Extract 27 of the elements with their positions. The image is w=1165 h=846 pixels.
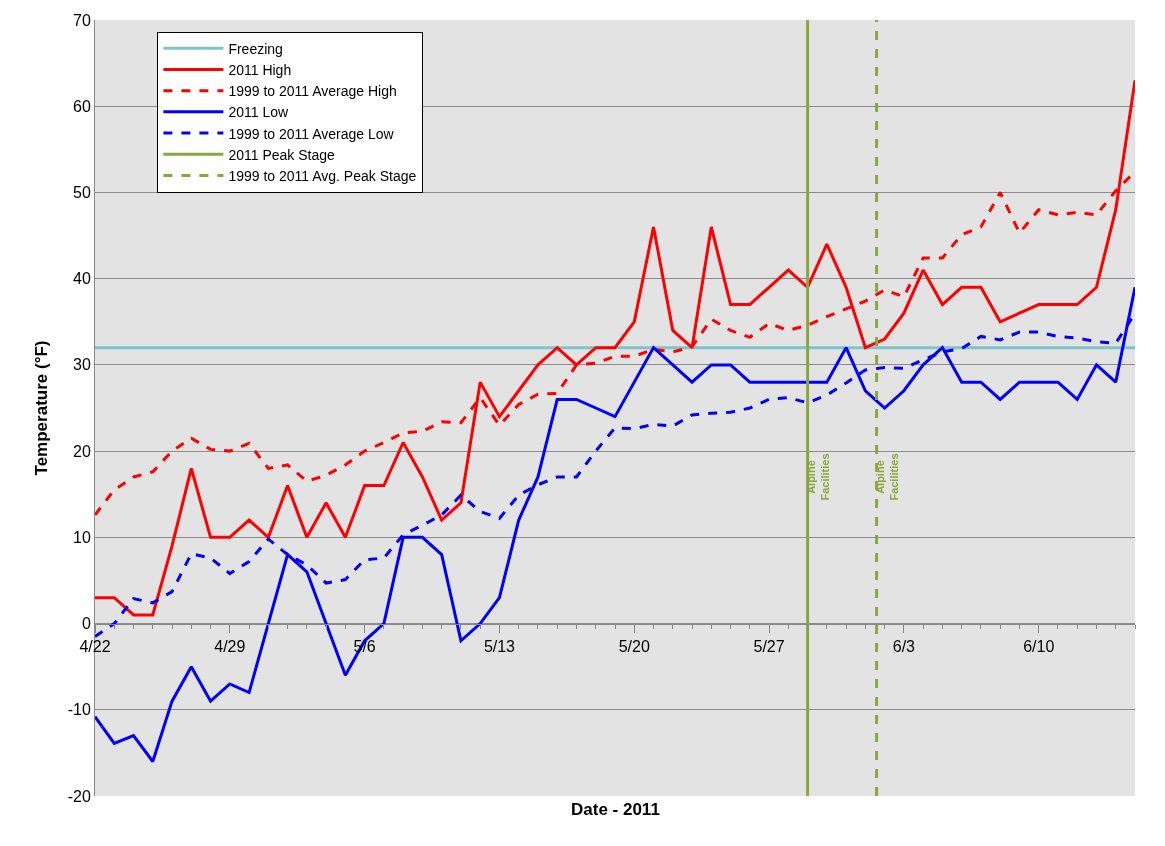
x-axis-title: Date - 2011 xyxy=(571,800,660,819)
y-tick-label: 50 xyxy=(73,184,91,202)
y-axis-title: Temperature (°F) xyxy=(32,340,52,476)
line-series xyxy=(95,78,1135,617)
y-tick-label: 70 xyxy=(73,11,91,29)
y-tick-label: 0 xyxy=(81,615,91,633)
y-tick-label: -20 xyxy=(67,787,91,805)
y-tick-label: 40 xyxy=(73,270,91,288)
y-tick-label: 60 xyxy=(73,97,91,115)
legend-label: 1999 to 2011 Average High xyxy=(228,83,397,100)
legend-label: Freezing xyxy=(228,40,283,57)
x-tick-label: 6/10 xyxy=(1023,637,1055,655)
y-tick-label: -10 xyxy=(67,701,91,719)
legend-label: 2011 Low xyxy=(228,104,289,121)
x-tick-label: 4/22 xyxy=(79,637,111,655)
legend-label: 1999 to 2011 Average Low xyxy=(228,125,395,142)
x-tick-label: 6/3 xyxy=(892,637,916,655)
legend-label: 2011 High xyxy=(228,61,292,78)
legend-label: 1999 to 2011 Avg. Peak Stage xyxy=(228,167,417,184)
x-tick-label: 4/29 xyxy=(214,637,246,655)
x-tick-label: 5/27 xyxy=(753,637,785,655)
y-tick-label: 20 xyxy=(73,442,91,460)
x-tick-label: 5/13 xyxy=(483,637,516,655)
y-tick-label: 30 xyxy=(73,356,91,374)
x-tick-label: 5/20 xyxy=(618,637,650,655)
legend-label: 2011 Peak Stage xyxy=(228,146,335,163)
y-tick-label: 10 xyxy=(73,528,91,546)
